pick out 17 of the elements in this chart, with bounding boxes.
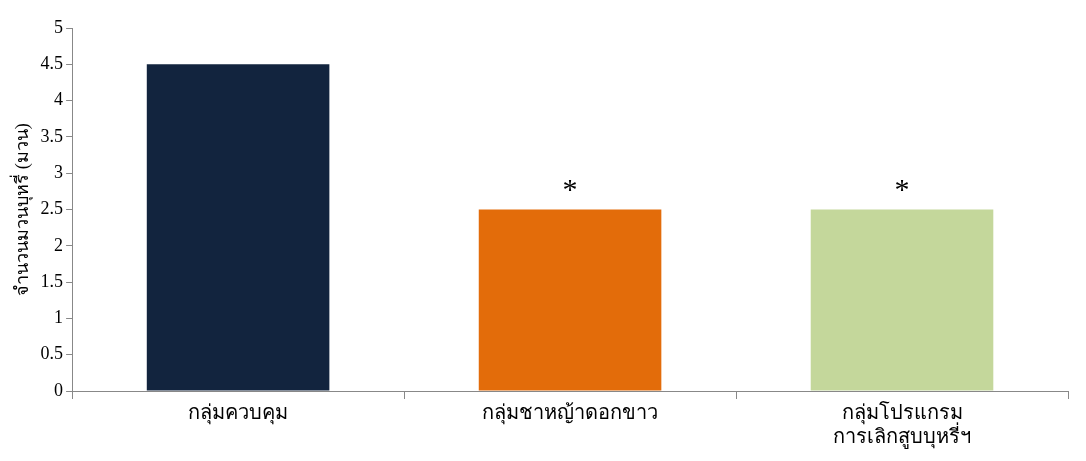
annotation: * — [894, 172, 910, 206]
y-tick-label: 4.5 — [40, 53, 64, 74]
x-tick-label: กลุ่มโปรแกรม การเลิกสูบบุหรี่ฯ — [833, 401, 972, 450]
x-tick-label: กลุ่มชาหญ้าดอกขาว — [482, 401, 659, 426]
y-tick-label: 5 — [54, 16, 64, 37]
y-tick-label: 1.5 — [40, 270, 64, 291]
y-tick-label: 0 — [54, 379, 64, 400]
y-tick-label: 3 — [54, 161, 64, 182]
y-tick-label: 0.5 — [40, 343, 64, 364]
x-tick-label: กลุ่มควบคุม — [188, 401, 289, 426]
y-axis-title: จำนวนมวนบุหรี่ (มวน) — [8, 123, 33, 296]
annotation: * — [562, 172, 578, 206]
y-tick-label: 2.5 — [40, 198, 64, 219]
y-tick-label: 1 — [54, 307, 64, 328]
y-tick-label: 4 — [54, 89, 64, 110]
y-tick-label: 3.5 — [40, 125, 64, 146]
y-tick-label: 2 — [54, 234, 64, 255]
